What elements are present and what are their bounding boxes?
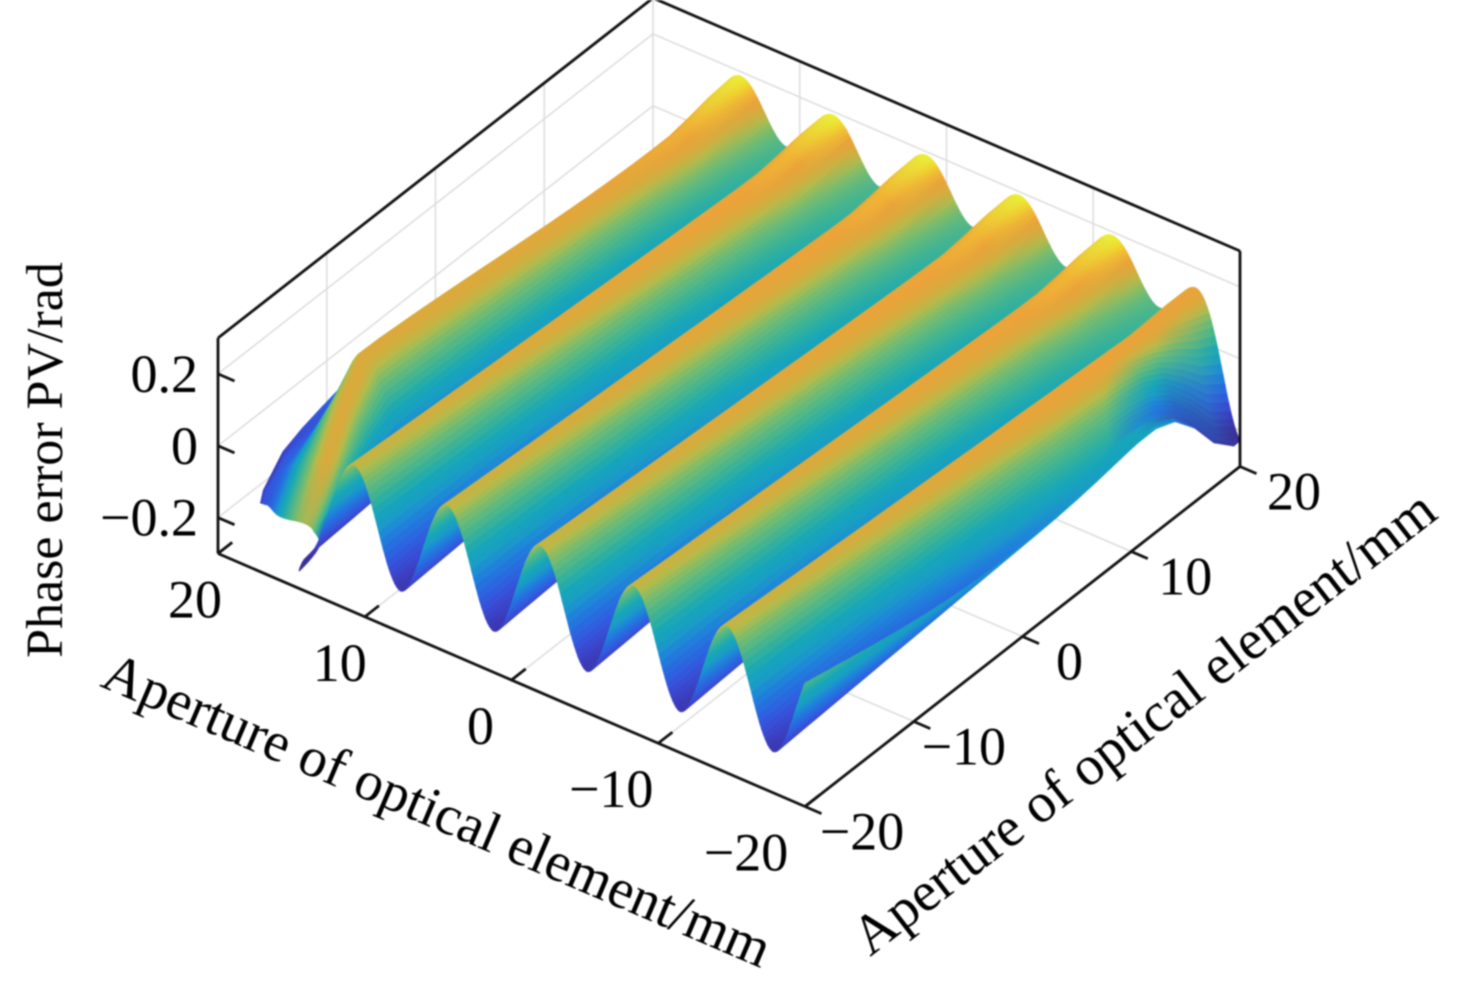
svg-text:−20: −20 — [704, 823, 788, 883]
svg-text:−10: −10 — [922, 717, 1006, 777]
svg-text:20: 20 — [168, 570, 222, 630]
svg-text:0: 0 — [467, 696, 494, 756]
svg-text:Phase error PV/rad: Phase error PV/rad — [17, 262, 74, 658]
svg-text:20: 20 — [1267, 462, 1321, 522]
svg-text:0: 0 — [171, 416, 198, 476]
svg-text:−10: −10 — [569, 759, 653, 819]
svg-text:0.2: 0.2 — [131, 344, 199, 404]
svg-text:10: 10 — [1158, 547, 1212, 607]
svg-text:0: 0 — [1056, 632, 1083, 692]
svg-text:−0.2: −0.2 — [100, 488, 198, 548]
svg-text:10: 10 — [313, 633, 367, 693]
svg-text:−20: −20 — [820, 802, 904, 862]
